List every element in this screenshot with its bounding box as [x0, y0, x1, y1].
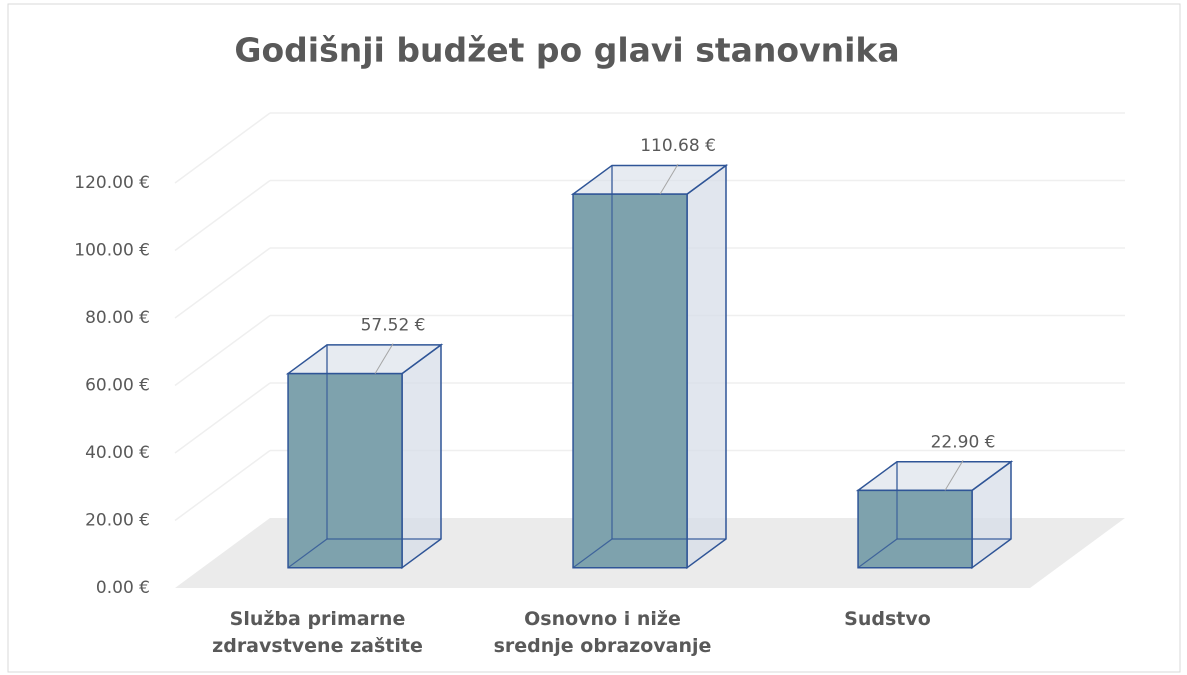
bar-edge — [572, 538, 613, 569]
leader-line — [659, 163, 679, 195]
data-label: 22.90 € — [931, 432, 996, 452]
y-tick-label: 40.00 € — [85, 443, 150, 463]
y-tick-label: 80.00 € — [85, 308, 150, 328]
x-tick-label: Sudstvo — [844, 608, 931, 630]
data-label: 57.52 € — [361, 316, 426, 336]
y-tick-label: 120.00 € — [74, 173, 150, 193]
bar — [287, 372, 403, 569]
x-tick-label: Služba primarne zdravstvene zaštite — [212, 608, 423, 657]
grid-line — [174, 314, 271, 387]
leader-line — [374, 343, 394, 374]
grid-line — [174, 179, 271, 252]
bar — [857, 489, 973, 569]
y-tick-label: 60.00 € — [85, 376, 150, 396]
data-label: 110.68 € — [640, 136, 716, 156]
bar-edge — [857, 538, 898, 569]
grid-line — [174, 112, 271, 184]
grid-line — [174, 449, 271, 522]
bar — [572, 193, 688, 569]
bar-side — [686, 163, 727, 570]
y-tick-label: 20.00 € — [85, 511, 150, 531]
bar-edge — [287, 538, 328, 569]
bar-side — [401, 343, 442, 570]
grid-line — [174, 247, 271, 319]
chart-title: Godišnji budžet po glavi stanovnika — [234, 31, 899, 70]
leader-line — [944, 460, 964, 491]
y-tick-label: 0.00 € — [96, 578, 150, 598]
x-tick-label: Osnovno i niže srednje obrazovanje — [493, 608, 712, 657]
grid-line — [174, 382, 271, 454]
y-tick-label: 100.00 € — [74, 241, 150, 261]
